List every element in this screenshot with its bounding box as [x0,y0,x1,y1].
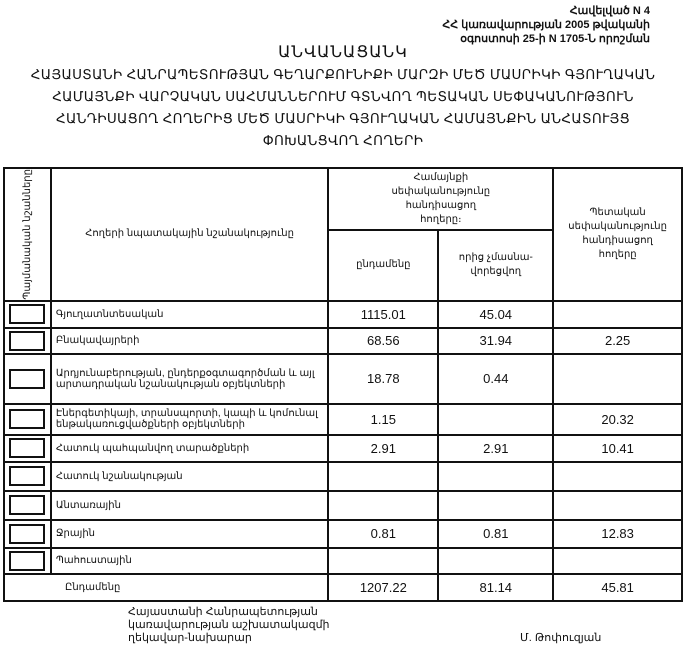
subtitle-line: ՀԱՄԱՅՆՔԻ ՎԱՐՉԱԿԱՆ ՍԱՀՄԱՆՆԵՐՈՒՄ ԳՏՆՎՈՂ ՊԵ… [52,89,634,104]
row-state: 2.25 [552,326,683,355]
totals-total: 1207.22 [327,572,440,602]
signatory-name: Մ. Թոփուզյան [520,632,602,644]
legend-symbol-cell [3,460,52,492]
row-of-which: 0.44 [437,352,555,405]
annex-line: ՀՀ կառավարության 2005 թվականի [442,19,650,31]
header-community: Համայնքի սեփականությունը հանդիսացող հողե… [327,167,555,231]
row-total: 2.91 [327,433,440,463]
legend-symbol-box [9,523,46,544]
table-row: Գյուղատնտեսական 1115.01 45.04 [3,299,683,329]
totals-state: 45.81 [552,572,683,602]
legend-symbol-cell [3,546,52,575]
row-label: Անտառային [49,489,330,521]
row-total: 1115.01 [327,299,440,329]
table-row: Արդյունաբերության, ընդերքօգտագործման և ա… [3,352,683,405]
row-of-which: 45.04 [437,299,555,329]
row-label: Պահուստային [49,546,330,575]
legend-symbol-box [9,550,46,571]
row-total: 18.78 [327,352,440,405]
subtitle-line: ՀԱՅԱՍՏԱՆԻ ՀԱՆՐԱՊԵՏՈՒԹՅԱՆ ԳԵՂԱՐՔՈՒՆԻՔԻ ՄԱ… [30,67,656,82]
signatory-position: Հայաստանի Հանրապետության կառավարության ա… [128,606,330,645]
row-label: Հատուկ նշանակության [49,460,330,492]
table-row: Ջրային 0.81 0.81 12.83 [3,518,683,549]
totals-of-which: 81.14 [437,572,555,602]
row-total: 1.15 [327,402,440,436]
legend-symbol-box [9,304,46,325]
table-row: Հատուկ պահպանվող տարածքների 2.91 2.91 10… [3,433,683,463]
row-state: 12.83 [552,518,683,549]
land-table: Պայմանական նշանները Հողերի նպատակային նշ… [2,167,683,602]
row-state [552,489,683,521]
row-total [327,460,440,492]
header-code: Պայմանական նշանները [3,167,52,302]
header-total: ընդամենը [327,228,440,302]
annex-line: Հավելված N 4 [569,5,650,17]
totals-row: Ընդամենը 1207.22 81.14 45.81 [2,572,683,602]
legend-symbol-cell [3,402,52,436]
row-state: 10.41 [552,433,683,463]
legend-symbol-box [9,409,46,430]
header-of-which: որից չմասնա- վորեցվող [437,228,555,302]
table-row: Էներգետիկայի, տրանսպորտի, կապի և կոմունա… [3,402,683,436]
row-label: Բնակավայրերի [49,326,330,355]
row-label: Էներգետիկայի, տրանսպորտի, կապի և կոմունա… [49,402,330,436]
legend-symbol-box [9,330,46,351]
row-of-which [437,460,555,492]
row-label: Հատուկ պահպանվող տարածքների [49,433,330,463]
row-state: 20.32 [552,402,683,436]
position-line: ղեկավար-նախարար [128,632,252,644]
legend-symbol-cell [3,433,52,463]
position-line: կառավարության աշխատակազմի [128,619,330,631]
row-total [327,546,440,575]
table-row: Հատուկ նշանակության [3,460,683,492]
row-state [552,460,683,492]
row-of-which [437,546,555,575]
header-purpose: Հողերի նպատակային նշանակությունը [49,167,330,302]
row-state [552,299,683,329]
annex-reference: Հավելված N 4 ՀՀ կառավարության 2005 թվակա… [442,4,650,46]
legend-symbol-box [9,495,46,516]
row-of-which: 2.91 [437,433,555,463]
table-row: Բնակավայրերի 68.56 31.94 2.25 [3,326,683,355]
row-of-which [437,489,555,521]
subtitle-line: ՀԱՆԴԻՍԱՑՈՂ ՀՈՂԵՐԻՑ ՄԵԾ ՄԱՍՐԻԿԻ ԳՅՈՒՂԱԿԱՆ… [55,111,631,126]
row-of-which: 0.81 [437,518,555,549]
row-total [327,489,440,521]
row-total: 0.81 [327,518,440,549]
legend-symbol-cell [3,299,52,329]
row-of-which: 31.94 [437,326,555,355]
table-row: Անտառային [3,489,683,521]
subtitle-line: ՓՈԽԱՆՑՎՈՂ ՀՈՂԵՐԻ [262,133,424,148]
row-of-which [437,402,555,436]
row-label: Գյուղատնտեսական [49,299,330,329]
legend-symbol-cell [3,489,52,521]
row-state [552,352,683,405]
row-label: Արդյունաբերության, ընդերքօգտագործման և ա… [49,352,330,405]
legend-symbol-cell [3,352,52,405]
header-state: Պետական սեփականությունը հանդիսացող հողեր… [552,167,683,302]
legend-symbol-cell [3,326,52,355]
table-row: Պահուստային [3,546,683,575]
legend-symbol-box [9,438,46,459]
row-total: 68.56 [327,326,440,355]
totals-label: Ընդամենը [2,572,330,602]
row-state [552,546,683,575]
annex-line: օգոստոսի 25-ի N 1705-Ն որոշման [460,33,650,45]
legend-symbol-box [9,466,46,487]
position-line: Հայաստանի Հանրապետության [128,606,318,618]
legend-symbol-box [9,368,46,389]
document-subtitle: ՀԱՅԱՍՏԱՆԻ ՀԱՆՐԱՊԵՏՈՒԹՅԱՆ ԳԵՂԱՐՔՈՒՆԻՔԻ ՄԱ… [0,64,686,152]
legend-symbol-cell [3,518,52,549]
row-label: Ջրային [49,518,330,549]
document-title: ԱՆՎԱՆԱՑԱՆԿ [278,44,408,61]
